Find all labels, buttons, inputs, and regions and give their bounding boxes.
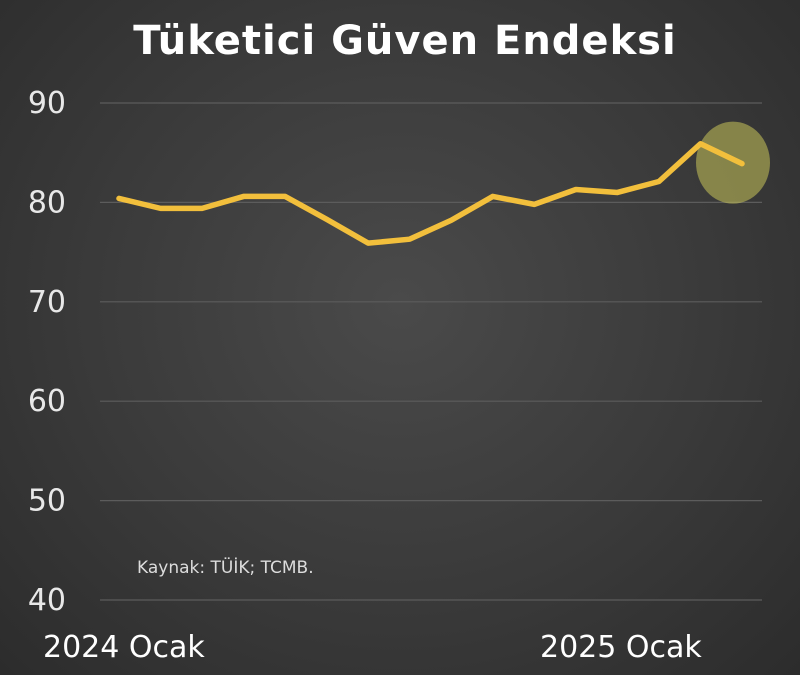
y-tick-label: 60 xyxy=(28,384,66,419)
gridlines xyxy=(100,102,762,601)
x-tick-label: 2024 Ocak xyxy=(43,630,205,665)
chart-title: Tüketici Güven Endeksi xyxy=(133,18,676,64)
y-tick-label: 70 xyxy=(28,285,66,320)
source-annotation: Kaynak: TÜİK; TCMB. xyxy=(137,556,314,578)
y-tick-label: 90 xyxy=(28,86,66,121)
y-tick-label: 80 xyxy=(28,185,66,220)
y-tick-label: 40 xyxy=(28,583,66,618)
y-axis-ticks: 40 50 60 70 80 90 xyxy=(28,86,66,618)
y-tick-label: 50 xyxy=(28,484,66,519)
highlight-layer xyxy=(696,121,770,204)
highlight-circle xyxy=(696,121,770,204)
x-axis-ticks: 2024 Ocak 2025 Ocak xyxy=(43,630,702,665)
series-line xyxy=(116,141,745,246)
x-tick-label: 2025 Ocak xyxy=(540,630,702,665)
series-layer xyxy=(116,141,745,246)
